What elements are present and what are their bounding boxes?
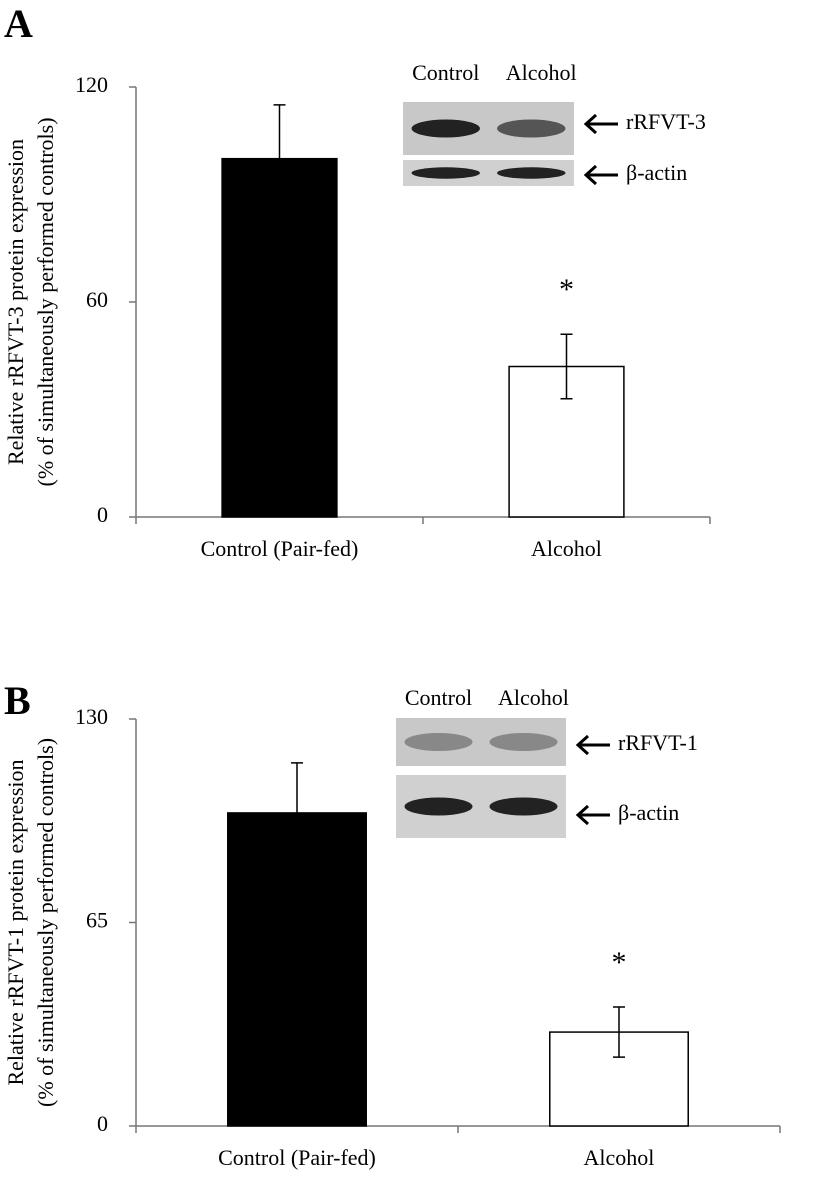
error-bar xyxy=(613,1006,625,1058)
arrow xyxy=(583,113,618,135)
band-label: β-actin xyxy=(626,160,687,185)
band-label: rRFVT-1 xyxy=(618,730,698,755)
blot-band xyxy=(497,119,566,138)
y-axis-label: Relative rRFVT-3 protein expression xyxy=(3,139,28,465)
x-tick-label: Control (Pair-fed) xyxy=(201,536,359,561)
blot-band xyxy=(411,167,480,179)
bar xyxy=(227,812,367,1127)
lane-label: Alcohol xyxy=(506,60,577,85)
panel-label: A xyxy=(4,1,33,46)
y-tick-label: 0 xyxy=(97,502,108,527)
blot-band xyxy=(497,167,566,179)
arrow xyxy=(575,804,610,826)
error-bar xyxy=(291,762,303,864)
band-label: rRFVT-3 xyxy=(626,109,706,134)
blot-band xyxy=(404,733,473,751)
y-tick-label: 130 xyxy=(75,704,108,729)
y-axis-label: (% of simultaneously performed controls) xyxy=(33,738,58,1107)
x-tick-label: Alcohol xyxy=(531,536,602,561)
band-label: β-actin xyxy=(618,800,679,825)
x-tick-label: Control (Pair-fed) xyxy=(218,1145,376,1170)
error-bar xyxy=(273,104,286,214)
lane-label: Control xyxy=(412,60,479,85)
blot-band xyxy=(489,797,558,816)
blot-band xyxy=(411,119,480,138)
y-tick-label: 60 xyxy=(86,287,108,312)
arrow xyxy=(575,734,610,756)
x-tick-label: Alcohol xyxy=(584,1145,655,1170)
panel-label: B xyxy=(4,678,31,723)
arrow xyxy=(583,164,618,186)
y-axis-label: (% of simultaneously performed controls) xyxy=(33,117,58,486)
significance-mark: * xyxy=(612,946,627,979)
significance-mark: * xyxy=(559,273,574,306)
y-axis-label: Relative rRFVT-1 protein expression xyxy=(3,759,28,1085)
y-tick-label: 0 xyxy=(97,1111,108,1136)
blot-band xyxy=(489,733,558,751)
lane-label: Alcohol xyxy=(498,685,569,710)
lane-label: Control xyxy=(405,685,472,710)
y-tick-label: 120 xyxy=(75,72,108,97)
error-bar xyxy=(560,333,573,400)
bar xyxy=(221,157,338,518)
blot-band xyxy=(404,797,473,816)
y-tick-label: 65 xyxy=(86,908,108,933)
